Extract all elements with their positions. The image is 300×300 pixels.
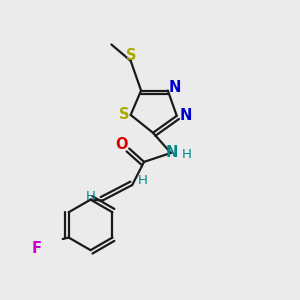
Text: S: S (119, 107, 129, 122)
Text: S: S (126, 48, 136, 63)
Text: F: F (32, 241, 41, 256)
Text: N: N (166, 145, 178, 160)
Text: H: H (138, 174, 148, 187)
Text: H: H (182, 148, 192, 161)
Text: N: N (169, 80, 182, 95)
Text: N: N (179, 108, 192, 123)
Text: H: H (85, 190, 95, 202)
Text: O: O (116, 137, 128, 152)
